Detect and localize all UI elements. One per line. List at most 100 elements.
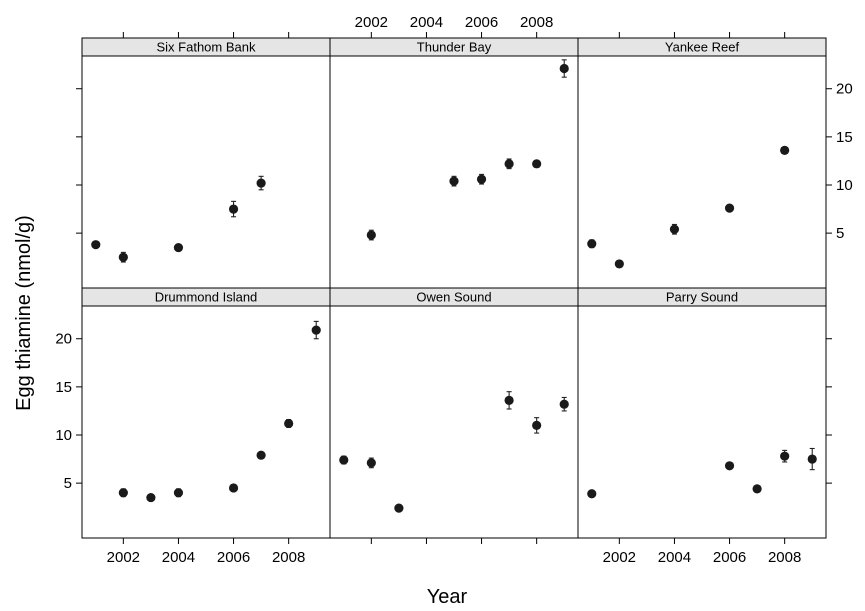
point-marker (449, 176, 459, 186)
panel-frame (81, 55, 331, 289)
panel-frame (329, 55, 579, 289)
point-marker (118, 488, 128, 498)
data-point (366, 229, 376, 241)
bottom-x-tick-label: 2008 (272, 549, 305, 566)
point-marker (366, 458, 376, 468)
panel-title: Yankee Reef (665, 40, 740, 55)
point-marker (724, 461, 735, 471)
data-point (587, 239, 597, 249)
point-marker (228, 483, 239, 493)
data-point (476, 173, 487, 185)
top-x-tick-label: 2008 (520, 14, 553, 31)
data-point (118, 488, 128, 498)
axes-layer: 2002 2004 2006 2008 2002 2004 2006 2008 2002 2004… (55, 14, 852, 566)
bottom-x-tick-label: 2008 (768, 549, 801, 566)
data-point (449, 175, 459, 187)
data-point (559, 396, 569, 412)
data-point (504, 158, 514, 170)
panel-frame (577, 305, 827, 539)
top-x-tick-label: 2006 (465, 14, 498, 31)
bottom-x-tick-label: 2002 (107, 549, 140, 566)
panel-owen-sound: Owen Sound (329, 287, 579, 539)
panel-parry-sound: Parry Sound (577, 287, 827, 539)
panel-frame (577, 55, 827, 289)
point-marker (173, 242, 184, 253)
panel-title: Six Fathom Bank (157, 40, 256, 55)
left-y-tick-label: 5 (64, 475, 72, 492)
point-marker (504, 159, 514, 169)
data-point (532, 417, 542, 434)
data-point (724, 203, 735, 213)
point-marker (780, 451, 790, 461)
right-y-tick-label: 10 (836, 177, 853, 194)
bottom-x-tick-label: 2006 (713, 549, 746, 566)
data-point (146, 492, 156, 503)
point-marker (256, 450, 266, 460)
panel-yankee-reef: Yankee Reef (577, 37, 827, 289)
point-marker (807, 454, 817, 464)
top-x-tick-label: 2004 (410, 14, 443, 31)
point-marker (146, 492, 156, 503)
panel-six-fathom-bank: Six Fathom Bank (81, 37, 331, 289)
point-marker (256, 178, 266, 188)
point-marker (669, 224, 680, 234)
bottom-x-tick-label: 2004 (162, 549, 195, 566)
bottom-x-tick-label: 2002 (603, 549, 636, 566)
right-y-tick-label: 15 (836, 129, 853, 146)
bottom-x-tick-label: 2004 (658, 549, 691, 566)
y-axis-title: Egg thiamine (nmol/g) (13, 215, 35, 411)
left-y-tick-label: 10 (55, 427, 72, 444)
point-marker (587, 239, 597, 249)
bottom-x-tick-label: 2006 (217, 549, 250, 566)
left-y-tick-label: 20 (55, 331, 72, 348)
data-point (173, 488, 184, 498)
data-point (669, 223, 680, 235)
data-point (366, 457, 376, 469)
data-point (752, 484, 762, 494)
data-point (173, 242, 184, 253)
point-marker (339, 455, 349, 465)
panel-frame (329, 305, 579, 539)
data-point (807, 447, 817, 471)
data-point (780, 145, 790, 155)
data-point (228, 483, 239, 493)
data-point (284, 418, 294, 429)
data-point (614, 259, 624, 269)
point-marker (559, 399, 569, 409)
point-marker (752, 484, 762, 494)
point-marker (532, 420, 542, 430)
top-x-tick-label: 2002 (355, 14, 388, 31)
point-marker (587, 489, 597, 499)
point-marker (284, 418, 294, 429)
point-marker (724, 203, 735, 213)
panel-title: Thunder Bay (417, 40, 492, 55)
right-y-tick-label: 5 (836, 225, 844, 242)
data-point (559, 59, 569, 78)
data-point (532, 159, 542, 169)
point-marker (118, 252, 128, 262)
data-point (394, 503, 404, 513)
data-point (118, 251, 128, 263)
point-marker (504, 395, 514, 405)
right-y-tick-label: 20 (836, 81, 853, 98)
data-point (256, 175, 266, 191)
data-point (724, 461, 735, 471)
point-marker (532, 159, 542, 169)
data-point (91, 240, 101, 250)
point-marker (311, 325, 321, 335)
point-marker (476, 174, 487, 184)
data-point (504, 391, 514, 410)
x-axis-title: Year (427, 586, 468, 608)
panel-thunder-bay: Thunder Bay (329, 37, 579, 289)
point-marker (228, 204, 239, 214)
data-point (780, 449, 790, 463)
data-point (339, 455, 349, 465)
panel-title: Drummond Island (155, 290, 258, 305)
data-point (311, 320, 321, 340)
panels-layer: Six Fathom Bank Thunder Bay Yankee Reef Dru… (81, 37, 827, 539)
panel-drummond-island: Drummond Island (81, 287, 331, 539)
point-marker (91, 240, 101, 250)
point-marker (780, 145, 790, 155)
point-marker (366, 230, 376, 240)
